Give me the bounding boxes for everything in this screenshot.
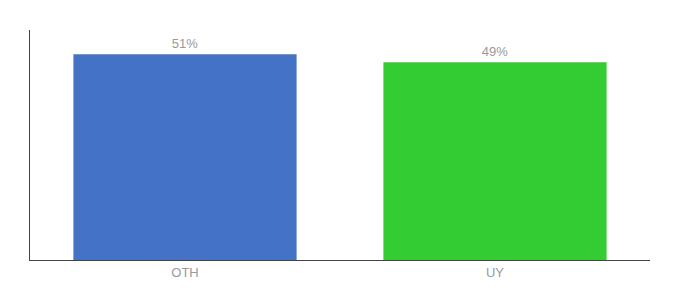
svg-text:51%: 51% (172, 36, 198, 51)
svg-text:OTH: OTH (171, 265, 198, 280)
svg-text:UY: UY (486, 265, 504, 280)
svg-text:49%: 49% (482, 44, 508, 59)
